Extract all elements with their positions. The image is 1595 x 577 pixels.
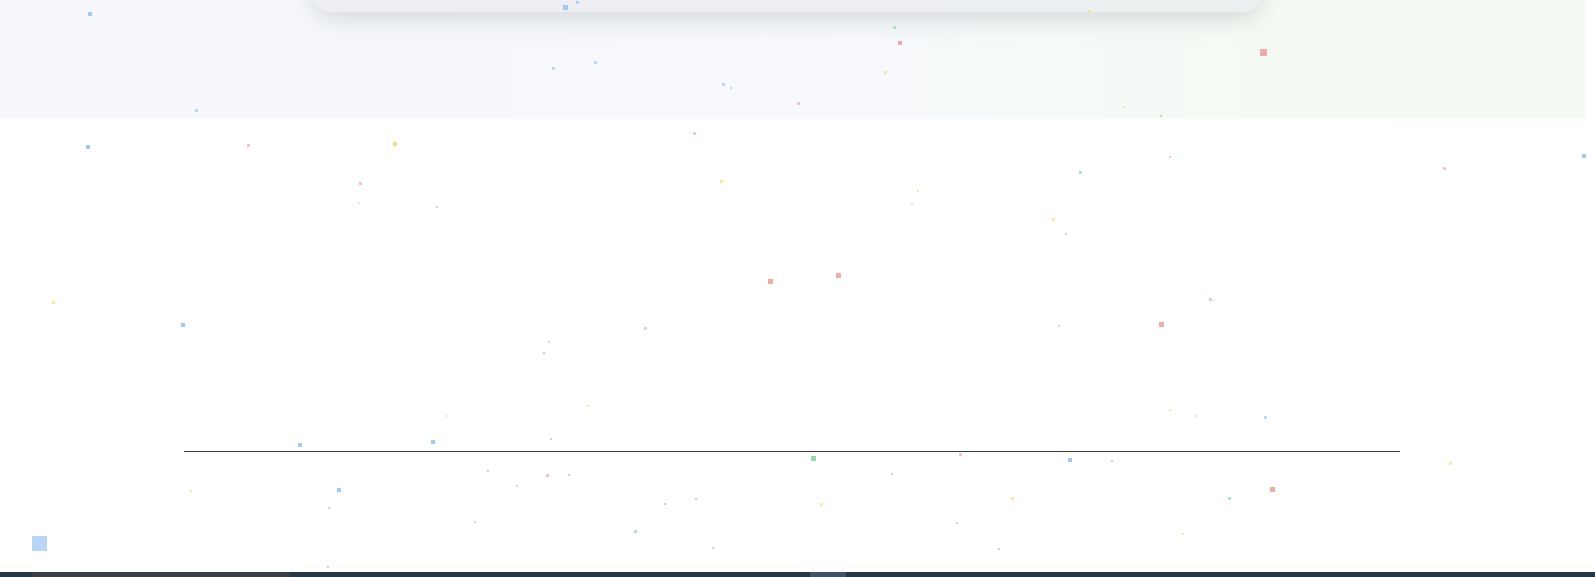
confetti-piece xyxy=(1270,487,1275,492)
confetti-piece xyxy=(917,190,919,192)
confetti-piece xyxy=(712,547,714,549)
confetti-piece xyxy=(644,327,647,330)
confetti-piece xyxy=(1079,171,1082,174)
confetti-piece xyxy=(891,473,893,475)
confetti-piece xyxy=(587,405,589,407)
confetti-piece xyxy=(1065,233,1067,235)
confetti-piece xyxy=(797,102,800,105)
confetti-piece xyxy=(730,87,732,89)
confetti-piece xyxy=(576,1,579,4)
confetti-piece xyxy=(664,503,666,505)
confetti-piece xyxy=(487,470,489,472)
bottom-bar xyxy=(0,572,1595,577)
confetti-piece xyxy=(695,498,697,500)
confetti-piece xyxy=(1123,106,1125,108)
confetti-piece xyxy=(1228,497,1231,500)
divider-line xyxy=(184,451,1400,452)
confetti-piece xyxy=(446,415,448,417)
confetti-piece xyxy=(563,5,568,10)
confetti-piece xyxy=(1159,322,1164,327)
confetti-piece xyxy=(358,202,360,204)
confetti-piece xyxy=(594,61,597,64)
confetti-piece xyxy=(911,203,913,205)
square-icon[interactable] xyxy=(32,536,47,551)
confetti-piece xyxy=(898,41,902,45)
confetti-piece xyxy=(543,352,545,354)
confetti-piece xyxy=(956,522,958,524)
confetti-piece xyxy=(720,180,723,183)
confetti-piece xyxy=(247,144,250,147)
confetti-piece xyxy=(811,456,816,461)
confetti-piece xyxy=(1011,497,1014,500)
confetti-piece xyxy=(550,438,552,440)
confetti-piece xyxy=(546,474,549,477)
bottom-bar-segment xyxy=(32,572,290,577)
confetti-piece xyxy=(327,566,329,568)
confetti-piece xyxy=(893,26,896,29)
confetti-piece xyxy=(88,12,92,16)
confetti-piece xyxy=(436,206,438,208)
confetti-piece xyxy=(190,490,192,492)
floating-panel-shadow xyxy=(312,0,1262,12)
confetti-piece xyxy=(86,145,90,149)
confetti-piece xyxy=(634,530,637,533)
confetti-piece xyxy=(693,132,696,135)
confetti-piece xyxy=(548,341,550,343)
confetti-piece xyxy=(1160,115,1162,117)
confetti-piece xyxy=(722,83,725,86)
bottom-bar-segment xyxy=(810,572,846,577)
confetti-piece xyxy=(1182,533,1184,535)
confetti-piece xyxy=(1058,325,1060,327)
confetti-piece xyxy=(836,273,841,278)
confetti-piece xyxy=(1260,49,1267,56)
confetti-piece xyxy=(820,503,823,506)
confetti-piece xyxy=(959,453,962,456)
confetti-piece xyxy=(884,71,887,74)
confetti-piece xyxy=(1169,409,1171,411)
confetti-piece xyxy=(1169,156,1171,158)
confetti-piece xyxy=(1088,10,1091,13)
confetti-piece xyxy=(431,440,435,444)
confetti-piece xyxy=(195,109,198,112)
confetti-piece xyxy=(52,301,55,304)
confetti-piece xyxy=(1264,416,1267,419)
confetti-piece xyxy=(337,488,341,492)
confetti-piece xyxy=(1449,462,1452,465)
confetti-piece xyxy=(1195,415,1197,417)
confetti-piece xyxy=(1111,460,1113,462)
confetti-piece xyxy=(359,182,362,185)
confetti-piece xyxy=(768,279,773,284)
confetti-piece xyxy=(998,548,1000,550)
confetti-piece xyxy=(474,521,476,523)
confetti-piece xyxy=(1582,154,1586,158)
confetti-piece xyxy=(1209,298,1212,301)
confetti-piece xyxy=(181,323,185,327)
confetti-piece xyxy=(516,485,518,487)
confetti-piece xyxy=(1443,167,1446,170)
confetti-piece xyxy=(1052,218,1055,221)
confetti-piece xyxy=(568,474,570,476)
hero-band xyxy=(0,0,1585,119)
confetti-piece xyxy=(1068,458,1072,462)
confetti-piece xyxy=(298,443,302,447)
confetti-piece xyxy=(393,142,397,146)
confetti-piece xyxy=(328,507,330,509)
confetti-piece xyxy=(552,67,555,70)
